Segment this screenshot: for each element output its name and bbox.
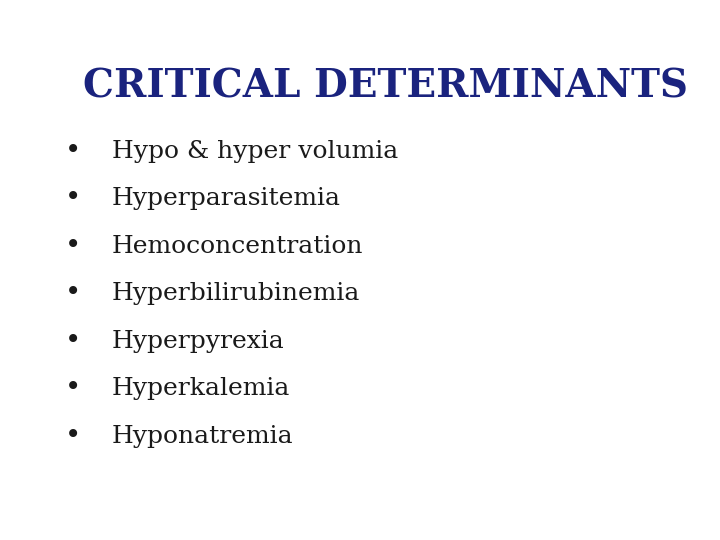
Text: •: •	[65, 233, 81, 260]
Text: Hemoconcentration: Hemoconcentration	[112, 235, 363, 258]
Text: •: •	[65, 280, 81, 307]
Text: Hypo & hyper volumia: Hypo & hyper volumia	[112, 140, 398, 163]
Text: •: •	[65, 138, 81, 165]
Text: •: •	[65, 423, 81, 450]
Text: Hyperpyrexia: Hyperpyrexia	[112, 330, 284, 353]
Text: Hyponatremia: Hyponatremia	[112, 425, 293, 448]
Text: CRITICAL DETERMINANTS: CRITICAL DETERMINANTS	[83, 68, 688, 105]
Text: Hyperkalemia: Hyperkalemia	[112, 377, 290, 400]
Text: Hyperparasitemia: Hyperparasitemia	[112, 187, 341, 210]
Text: •: •	[65, 185, 81, 212]
Text: •: •	[65, 375, 81, 402]
Text: •: •	[65, 328, 81, 355]
Text: Hyperbilirubinemia: Hyperbilirubinemia	[112, 282, 360, 305]
